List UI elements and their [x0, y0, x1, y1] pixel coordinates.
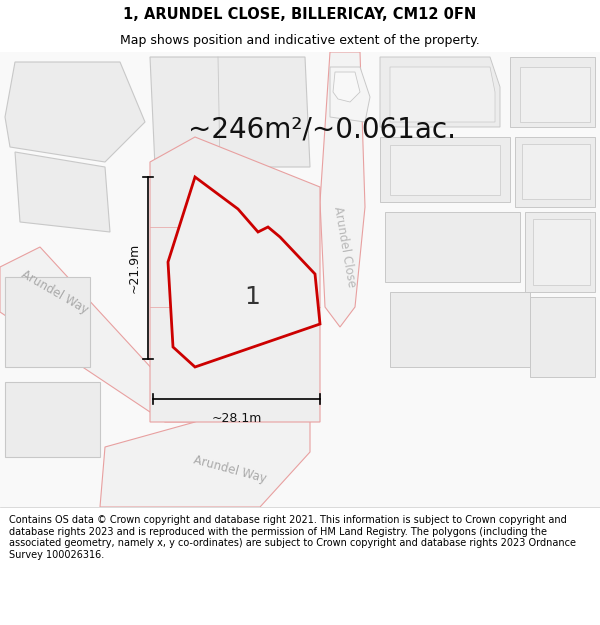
Text: 1: 1: [244, 285, 260, 309]
Polygon shape: [515, 137, 595, 207]
Polygon shape: [390, 145, 500, 195]
Polygon shape: [5, 277, 90, 367]
Polygon shape: [390, 292, 530, 367]
Polygon shape: [533, 219, 590, 285]
Polygon shape: [15, 152, 110, 232]
Polygon shape: [380, 57, 500, 127]
Polygon shape: [390, 67, 495, 122]
Polygon shape: [530, 297, 595, 377]
Polygon shape: [150, 57, 310, 167]
Polygon shape: [150, 137, 320, 422]
Polygon shape: [333, 72, 360, 102]
Polygon shape: [522, 144, 590, 199]
Polygon shape: [168, 177, 320, 367]
Polygon shape: [0, 247, 295, 422]
Text: ~21.9m: ~21.9m: [128, 243, 140, 293]
Text: Arundel Way: Arundel Way: [192, 453, 268, 485]
Text: 1, ARUNDEL CLOSE, BILLERICAY, CM12 0FN: 1, ARUNDEL CLOSE, BILLERICAY, CM12 0FN: [124, 6, 476, 21]
Polygon shape: [520, 67, 590, 122]
Polygon shape: [525, 212, 595, 292]
Text: ~246m²/~0.061ac.: ~246m²/~0.061ac.: [188, 115, 456, 143]
Polygon shape: [510, 57, 595, 127]
Polygon shape: [380, 137, 510, 202]
Text: Arundel Close: Arundel Close: [331, 206, 359, 289]
Text: Map shows position and indicative extent of the property.: Map shows position and indicative extent…: [120, 34, 480, 47]
Polygon shape: [5, 62, 145, 162]
Text: Arundel Way: Arundel Way: [19, 268, 91, 316]
Polygon shape: [100, 387, 310, 507]
Polygon shape: [320, 52, 365, 327]
Polygon shape: [330, 67, 370, 122]
Text: ~28.1m: ~28.1m: [211, 412, 262, 426]
Text: Contains OS data © Crown copyright and database right 2021. This information is : Contains OS data © Crown copyright and d…: [9, 515, 576, 560]
Polygon shape: [385, 212, 520, 282]
Polygon shape: [5, 382, 100, 457]
